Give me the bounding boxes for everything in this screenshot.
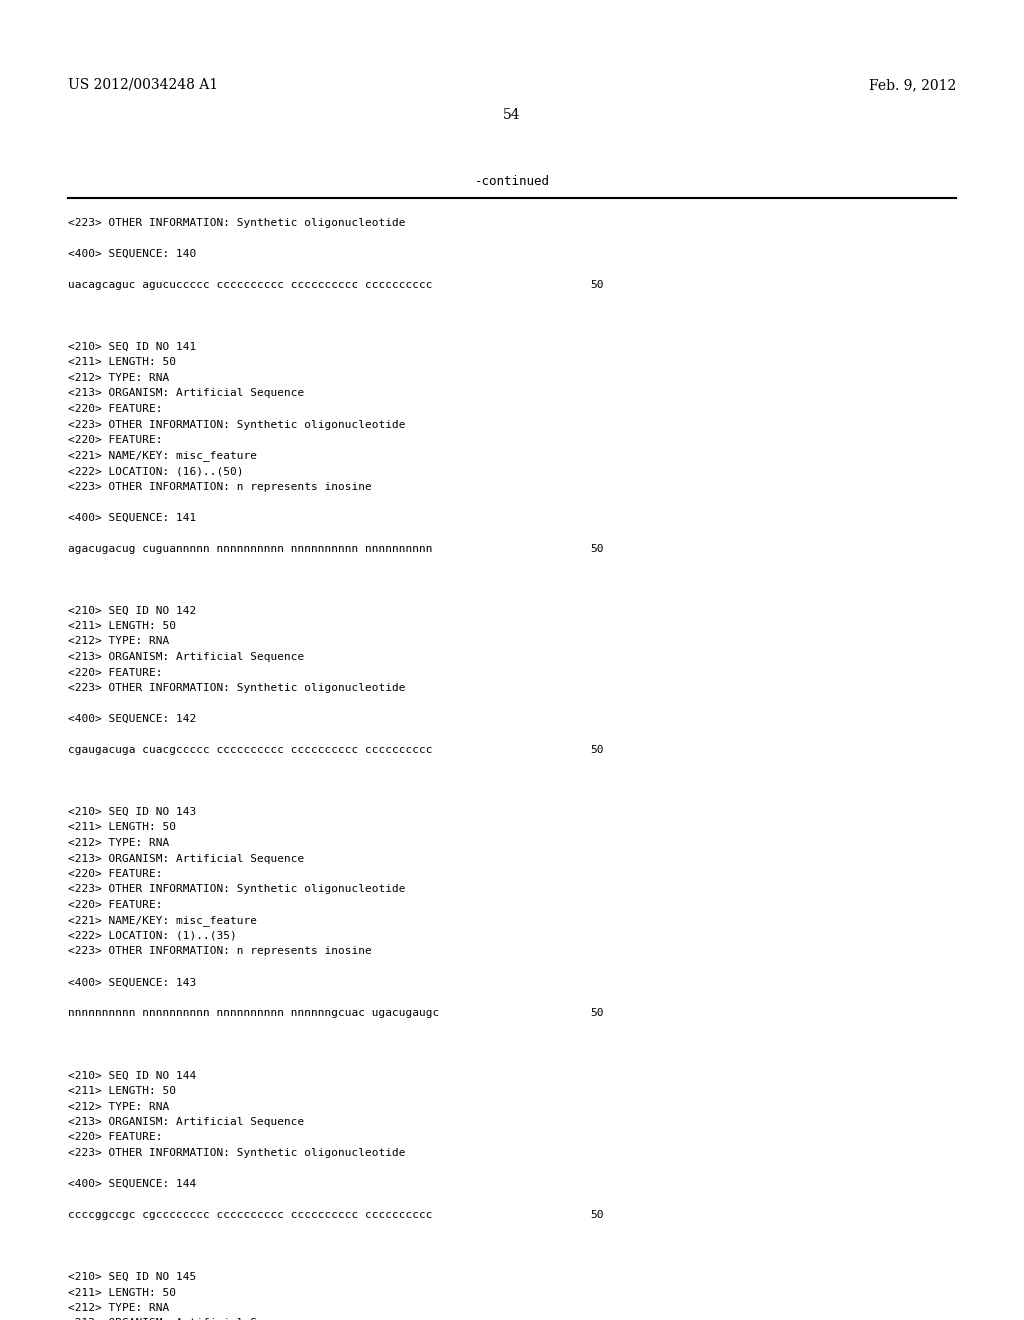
- Text: <220> FEATURE:: <220> FEATURE:: [68, 436, 163, 445]
- Text: <223> OTHER INFORMATION: Synthetic oligonucleotide: <223> OTHER INFORMATION: Synthetic oligo…: [68, 1148, 406, 1158]
- Text: 50: 50: [590, 1008, 603, 1019]
- Text: <221> NAME/KEY: misc_feature: <221> NAME/KEY: misc_feature: [68, 916, 257, 927]
- Text: <213> ORGANISM: Artificial Sequence: <213> ORGANISM: Artificial Sequence: [68, 652, 304, 663]
- Text: <213> ORGANISM: Artificial Sequence: <213> ORGANISM: Artificial Sequence: [68, 854, 304, 863]
- Text: <220> FEATURE:: <220> FEATURE:: [68, 668, 163, 677]
- Text: <212> TYPE: RNA: <212> TYPE: RNA: [68, 374, 169, 383]
- Text: <213> ORGANISM: Artificial Sequence: <213> ORGANISM: Artificial Sequence: [68, 1117, 304, 1127]
- Text: <210> SEQ ID NO 144: <210> SEQ ID NO 144: [68, 1071, 197, 1081]
- Text: <223> OTHER INFORMATION: Synthetic oligonucleotide: <223> OTHER INFORMATION: Synthetic oligo…: [68, 682, 406, 693]
- Text: 50: 50: [590, 1210, 603, 1220]
- Text: <220> FEATURE:: <220> FEATURE:: [68, 1133, 163, 1143]
- Text: <400> SEQUENCE: 141: <400> SEQUENCE: 141: [68, 512, 197, 523]
- Text: <211> LENGTH: 50: <211> LENGTH: 50: [68, 1086, 176, 1096]
- Text: <222> LOCATION: (16)..(50): <222> LOCATION: (16)..(50): [68, 466, 244, 477]
- Text: <211> LENGTH: 50: <211> LENGTH: 50: [68, 1287, 176, 1298]
- Text: ccccggccgc cgcccccccc cccccccccc cccccccccc cccccccccc: ccccggccgc cgcccccccc cccccccccc ccccccc…: [68, 1210, 432, 1220]
- Text: agacugacug cuguannnnn nnnnnnnnnn nnnnnnnnnn nnnnnnnnnn: agacugacug cuguannnnn nnnnnnnnnn nnnnnnn…: [68, 544, 432, 553]
- Text: Feb. 9, 2012: Feb. 9, 2012: [868, 78, 956, 92]
- Text: -continued: -continued: [474, 176, 550, 187]
- Text: <213> ORGANISM: Artificial Sequence: <213> ORGANISM: Artificial Sequence: [68, 388, 304, 399]
- Text: <213> ORGANISM: Artificial Sequence: <213> ORGANISM: Artificial Sequence: [68, 1319, 304, 1320]
- Text: <220> FEATURE:: <220> FEATURE:: [68, 869, 163, 879]
- Text: US 2012/0034248 A1: US 2012/0034248 A1: [68, 78, 218, 92]
- Text: <220> FEATURE:: <220> FEATURE:: [68, 404, 163, 414]
- Text: <223> OTHER INFORMATION: n represents inosine: <223> OTHER INFORMATION: n represents in…: [68, 946, 372, 957]
- Text: uacagcaguc agucuccccc cccccccccc cccccccccc cccccccccc: uacagcaguc agucuccccc cccccccccc ccccccc…: [68, 280, 432, 290]
- Text: <220> FEATURE:: <220> FEATURE:: [68, 900, 163, 909]
- Text: <221> NAME/KEY: misc_feature: <221> NAME/KEY: misc_feature: [68, 450, 257, 462]
- Text: <212> TYPE: RNA: <212> TYPE: RNA: [68, 636, 169, 647]
- Text: <210> SEQ ID NO 142: <210> SEQ ID NO 142: [68, 606, 197, 615]
- Text: <400> SEQUENCE: 144: <400> SEQUENCE: 144: [68, 1179, 197, 1189]
- Text: nnnnnnnnnn nnnnnnnnnn nnnnnnnnnn nnnnnngcuac ugacugaugc: nnnnnnnnnn nnnnnnnnnn nnnnnnnnnn nnnnnng…: [68, 1008, 439, 1019]
- Text: 50: 50: [590, 280, 603, 290]
- Text: <211> LENGTH: 50: <211> LENGTH: 50: [68, 822, 176, 833]
- Text: 50: 50: [590, 544, 603, 553]
- Text: <400> SEQUENCE: 143: <400> SEQUENCE: 143: [68, 978, 197, 987]
- Text: <212> TYPE: RNA: <212> TYPE: RNA: [68, 1303, 169, 1313]
- Text: <400> SEQUENCE: 142: <400> SEQUENCE: 142: [68, 714, 197, 723]
- Text: <212> TYPE: RNA: <212> TYPE: RNA: [68, 1101, 169, 1111]
- Text: cgaugacuga cuacgccccc cccccccccc cccccccccc cccccccccc: cgaugacuga cuacgccccc cccccccccc ccccccc…: [68, 744, 432, 755]
- Text: <223> OTHER INFORMATION: n represents inosine: <223> OTHER INFORMATION: n represents in…: [68, 482, 372, 491]
- Text: <400> SEQUENCE: 140: <400> SEQUENCE: 140: [68, 249, 197, 259]
- Text: <210> SEQ ID NO 143: <210> SEQ ID NO 143: [68, 807, 197, 817]
- Text: <223> OTHER INFORMATION: Synthetic oligonucleotide: <223> OTHER INFORMATION: Synthetic oligo…: [68, 218, 406, 228]
- Text: <211> LENGTH: 50: <211> LENGTH: 50: [68, 620, 176, 631]
- Text: 50: 50: [590, 744, 603, 755]
- Text: <223> OTHER INFORMATION: Synthetic oligonucleotide: <223> OTHER INFORMATION: Synthetic oligo…: [68, 884, 406, 895]
- Text: <211> LENGTH: 50: <211> LENGTH: 50: [68, 358, 176, 367]
- Text: <210> SEQ ID NO 145: <210> SEQ ID NO 145: [68, 1272, 197, 1282]
- Text: <210> SEQ ID NO 141: <210> SEQ ID NO 141: [68, 342, 197, 352]
- Text: <223> OTHER INFORMATION: Synthetic oligonucleotide: <223> OTHER INFORMATION: Synthetic oligo…: [68, 420, 406, 429]
- Text: <212> TYPE: RNA: <212> TYPE: RNA: [68, 838, 169, 847]
- Text: <222> LOCATION: (1)..(35): <222> LOCATION: (1)..(35): [68, 931, 237, 941]
- Text: 54: 54: [503, 108, 521, 121]
